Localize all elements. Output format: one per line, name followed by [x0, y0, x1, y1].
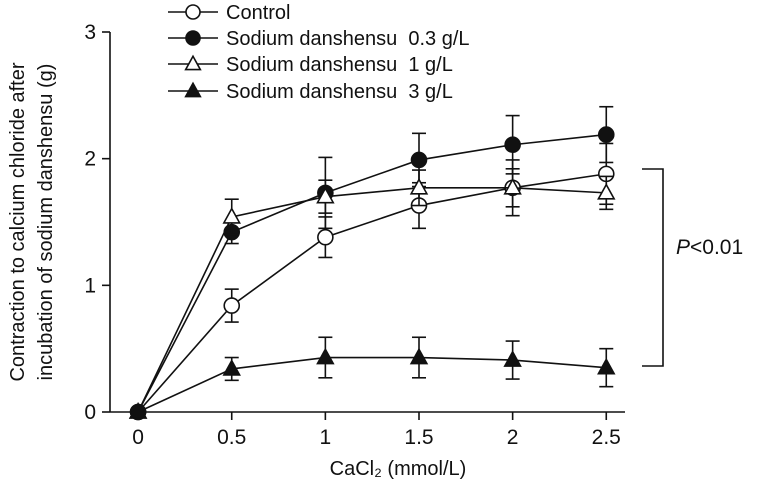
- series-line: [137, 187, 607, 413]
- data-point: [316, 186, 335, 204]
- x-tick-label: 0.5: [217, 426, 246, 449]
- data-point: [128, 402, 148, 419]
- data-point: [503, 177, 522, 195]
- y-tick-label: 1: [84, 274, 96, 297]
- legend: Control Sodium danshensu 0.3 g/L Sodium da…: [168, 2, 470, 103]
- series-line: [137, 356, 607, 413]
- significance-annotation: P<0.01: [642, 168, 743, 367]
- data-point: [410, 151, 428, 169]
- data-point: [504, 136, 521, 154]
- y-tick-label: 3: [84, 21, 96, 44]
- series-1: [129, 142, 615, 421]
- legend-marker: [184, 54, 202, 71]
- legend-item-2: Sodium danshensu 0.3 g/L: [168, 28, 470, 50]
- legend-label: Sodium danshensu 3 g/L: [226, 81, 453, 103]
- data-point: [597, 182, 616, 200]
- y-tick-label: 0: [84, 401, 96, 424]
- legend-label: Sodium danshensu 1 g/L: [226, 54, 453, 76]
- data-point: [222, 207, 241, 224]
- legend-item-3: Sodium danshensu 1 g/L: [168, 54, 453, 76]
- legend-label: Control: [226, 2, 290, 24]
- legend-marker: [184, 81, 202, 98]
- series-line: [137, 133, 607, 413]
- x-tick-label: 0: [132, 426, 144, 449]
- legend-marker: [185, 30, 201, 46]
- data-point: [222, 359, 241, 376]
- legend-item-4: Sodium danshensu 3 g/L: [168, 81, 453, 103]
- legend-marker: [185, 4, 201, 20]
- series-2: [129, 105, 615, 421]
- data-point: [223, 297, 241, 314]
- x-tick-label: 1.5: [404, 426, 433, 449]
- x-tick-label: 1: [320, 426, 332, 449]
- axes: 0 1 2 3 0 0.5 1 1.5 2 2.5: [84, 21, 625, 449]
- significance-bracket: [642, 168, 664, 367]
- significance-label: P<0.01: [676, 236, 743, 259]
- series-line: [137, 173, 607, 413]
- data-point: [409, 177, 429, 195]
- legend-label: Sodium danshensu 0.3 g/L: [226, 28, 470, 50]
- y-axis-title-line-1: Contraction to calcium chloride after: [7, 62, 29, 381]
- x-tick-label: 2: [507, 426, 519, 449]
- x-axis-title: CaCl₂ (mmol/L): [330, 458, 467, 480]
- x-tick-label: 2.5: [592, 426, 621, 449]
- y-tick-label: 2: [84, 148, 96, 171]
- data-point: [597, 357, 616, 375]
- plot-area: [128, 105, 616, 421]
- data-point: [316, 347, 335, 365]
- y-axis-title: Contraction to calcium chloride after in…: [7, 62, 57, 381]
- y-axis-title-line-2: incubation of sodium danshensu (g): [35, 64, 57, 381]
- data-point: [409, 347, 429, 365]
- series-3: [128, 168, 616, 419]
- legend-item-1: Control: [168, 2, 290, 24]
- series-4: [128, 336, 616, 419]
- data-point: [597, 126, 615, 143]
- data-point: [317, 228, 334, 246]
- data-point: [503, 350, 522, 367]
- significance-label-value: <0.01: [690, 236, 743, 259]
- significance-label-p: P: [676, 236, 690, 259]
